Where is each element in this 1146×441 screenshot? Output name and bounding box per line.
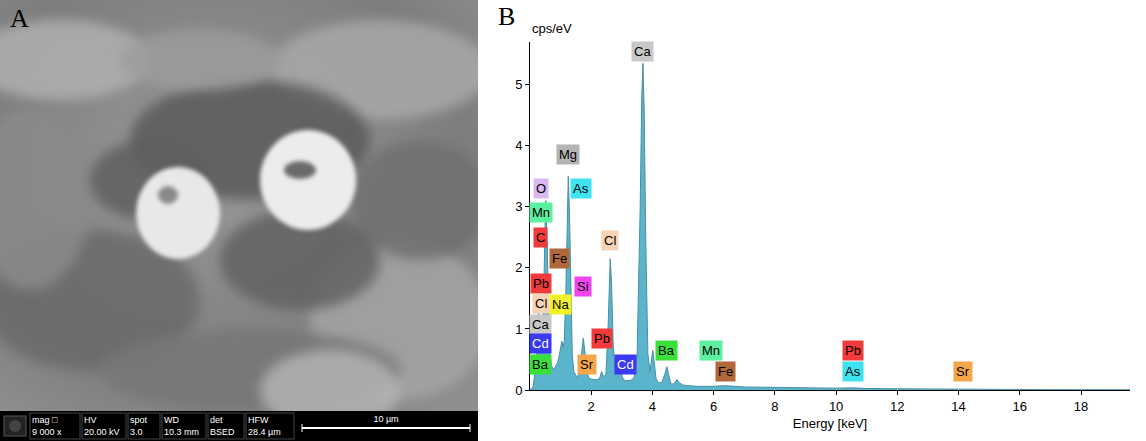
svg-text:spot: spot [130,415,148,425]
svg-text:WD: WD [164,415,179,425]
svg-text:Fe: Fe [718,364,733,379]
svg-text:20.00 kV: 20.00 kV [84,427,120,437]
svg-text:As: As [573,181,589,196]
svg-text:Mn: Mn [702,343,720,358]
svg-text:3.0: 3.0 [130,427,143,437]
svg-text:8: 8 [771,399,778,414]
svg-text:12: 12 [890,399,904,414]
svg-text:mag □: mag □ [32,415,58,425]
svg-text:4: 4 [515,138,522,153]
svg-text:HV: HV [84,415,97,425]
svg-text:5: 5 [515,77,522,92]
svg-text:3: 3 [515,199,522,214]
svg-text:14: 14 [951,399,965,414]
svg-text:Fe: Fe [552,251,567,266]
svg-text:HFW: HFW [248,415,269,425]
svg-text:Pb: Pb [594,331,610,346]
svg-text:As: As [845,364,861,379]
svg-text:Na: Na [552,297,569,312]
svg-text:0: 0 [515,383,522,398]
svg-text:28.4 µm: 28.4 µm [248,427,281,437]
svg-text:Si: Si [577,279,589,294]
svg-text:Sr: Sr [956,364,970,379]
svg-text:18: 18 [1074,399,1088,414]
svg-text:Ba: Ba [532,357,549,372]
svg-text:4: 4 [649,399,656,414]
svg-text:16: 16 [1013,399,1027,414]
svg-text:Cl: Cl [535,296,547,311]
svg-text:BSED: BSED [210,427,235,437]
html-text:B: B [498,2,516,31]
svg-text:Mg: Mg [559,147,577,162]
svg-text:Ca: Ca [532,317,549,332]
svg-text:1: 1 [515,322,522,337]
svg-text:2: 2 [515,260,522,275]
svg-text:10.3 mm: 10.3 mm [164,427,199,437]
svg-text:10 µm: 10 µm [373,414,398,424]
svg-text:Pb: Pb [845,343,861,358]
svg-text:det: det [210,415,223,425]
svg-text:C: C [536,230,545,245]
svg-text:Cd: Cd [532,336,549,351]
svg-text:Energy [keV]: Energy [keV] [793,416,867,431]
svg-text:Cl: Cl [604,233,616,248]
svg-text:Pb: Pb [533,276,549,291]
svg-text:Mn: Mn [532,205,550,220]
svg-text:9 000 x: 9 000 x [32,427,62,437]
svg-text:2: 2 [588,399,595,414]
svg-text:cps/eV: cps/eV [532,21,572,36]
svg-text:Ca: Ca [634,44,651,59]
svg-text:Ba: Ba [658,343,675,358]
svg-text:10: 10 [829,399,843,414]
svg-text:Cd: Cd [617,357,634,372]
svg-text:6: 6 [710,399,717,414]
svg-text:O: O [536,181,546,196]
html-text:A: A [10,4,29,33]
svg-text:Sr: Sr [580,357,594,372]
